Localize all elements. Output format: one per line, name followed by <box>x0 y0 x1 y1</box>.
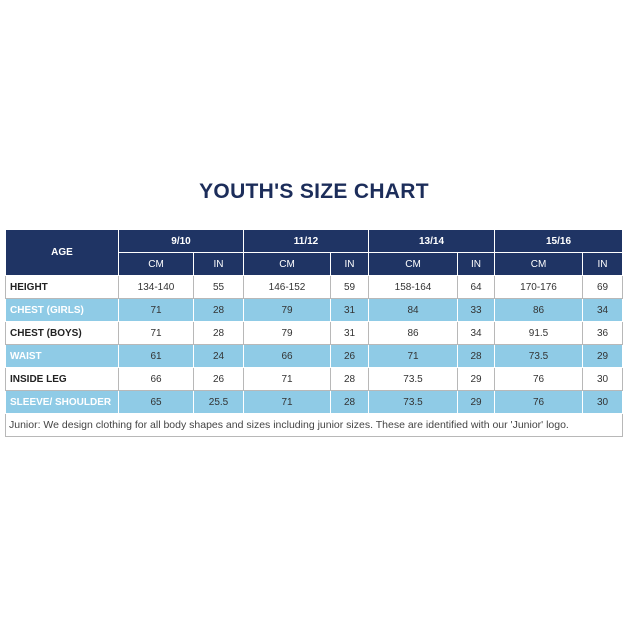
cell: 71 <box>118 321 194 345</box>
cell: 79 <box>243 321 331 345</box>
cell: 26 <box>329 344 370 368</box>
data-row: SLEEVE/ SHOULDER 65 25.5 71 28 73.5 29 76 30 <box>5 390 624 414</box>
row-label: WAIST <box>5 344 119 368</box>
cell: 29 <box>457 367 496 391</box>
cell: 30 <box>582 367 624 391</box>
cell: 30 <box>582 390 624 414</box>
cell: 86 <box>368 321 459 345</box>
unit-header: CM <box>494 252 584 276</box>
unit-header: IN <box>193 252 244 276</box>
cell: 28 <box>329 367 370 391</box>
cell: 76 <box>494 390 584 414</box>
cell: 29 <box>457 390 496 414</box>
unit-header: CM <box>243 252 331 276</box>
corner-header: AGE <box>5 229 119 276</box>
cell: 34 <box>582 298 624 322</box>
cell: 146-152 <box>243 275 331 299</box>
data-row: WAIST 61 24 66 26 71 28 73.5 29 <box>5 344 624 368</box>
cell: 73.5 <box>368 390 459 414</box>
cell: 71 <box>368 344 459 368</box>
cell: 65 <box>118 390 194 414</box>
unit-header: CM <box>368 252 459 276</box>
cell: 28 <box>193 298 244 322</box>
size-header: 9/10 <box>118 229 244 253</box>
cell: 86 <box>494 298 584 322</box>
cell: 66 <box>243 344 331 368</box>
row-label: SLEEVE/ SHOULDER <box>5 390 119 414</box>
cell: 69 <box>582 275 624 299</box>
cell: 71 <box>243 367 331 391</box>
cell: 71 <box>243 390 331 414</box>
cell: 64 <box>457 275 496 299</box>
cell: 25.5 <box>193 390 244 414</box>
cell: 91.5 <box>494 321 584 345</box>
data-row: HEIGHT 134-140 55 146-152 59 158-164 64 170-176… <box>5 275 624 299</box>
cell: 170-176 <box>494 275 584 299</box>
cell: 71 <box>118 298 194 322</box>
unit-header: IN <box>582 252 624 276</box>
cell: 29 <box>582 344 624 368</box>
cell: 158-164 <box>368 275 459 299</box>
cell: 36 <box>582 321 624 345</box>
cell: 73.5 <box>368 367 459 391</box>
row-label: INSIDE LEG <box>5 367 119 391</box>
size-header: 15/16 <box>494 229 624 253</box>
data-row: INSIDE LEG 66 26 71 28 73.5 29 76 30 <box>5 367 624 391</box>
size-header: 11/12 <box>242 229 370 253</box>
cell: 28 <box>193 321 244 345</box>
cell: 34 <box>457 321 496 345</box>
cell: 33 <box>457 298 496 322</box>
row-label: CHEST (GIRLS) <box>5 298 119 322</box>
unit-header: CM <box>118 252 194 276</box>
cell: 31 <box>329 321 370 345</box>
size-table: AGE 9/10 11/12 13/14 15/16 CM IN CM IN CM IN CM IN HE… <box>4 229 624 437</box>
cell: 59 <box>329 275 370 299</box>
cell: 55 <box>193 275 244 299</box>
cell: 66 <box>118 367 194 391</box>
cell: 73.5 <box>494 344 584 368</box>
cell: 76 <box>494 367 584 391</box>
size-header: 13/14 <box>368 229 496 253</box>
cell: 134-140 <box>118 275 194 299</box>
note-row: Junior: We design clothing for all body … <box>4 413 624 437</box>
cell: 28 <box>329 390 370 414</box>
unit-header: IN <box>457 252 496 276</box>
cell: 26 <box>193 367 244 391</box>
unit-row: CM IN CM IN CM IN CM IN <box>6 252 624 276</box>
header-row: AGE 9/10 11/12 13/14 15/16 <box>5 229 624 276</box>
row-label: CHEST (BOYS) <box>5 321 119 345</box>
cell: 84 <box>368 298 459 322</box>
cell: 61 <box>118 344 194 368</box>
cell: 79 <box>243 298 331 322</box>
row-label: HEIGHT <box>5 275 119 299</box>
cell: 31 <box>329 298 370 322</box>
unit-header: IN <box>329 252 370 276</box>
note: Junior: We design clothing for all body … <box>4 413 624 437</box>
cell: 24 <box>193 344 244 368</box>
cell: 28 <box>457 344 496 368</box>
data-row: CHEST (GIRLS) 71 28 79 31 84 33 86 34 <box>5 298 624 322</box>
data-row: CHEST (BOYS) 71 28 79 31 86 34 91.5 36 <box>5 321 624 345</box>
title: YOUTH'S SIZE CHART <box>199 180 429 203</box>
